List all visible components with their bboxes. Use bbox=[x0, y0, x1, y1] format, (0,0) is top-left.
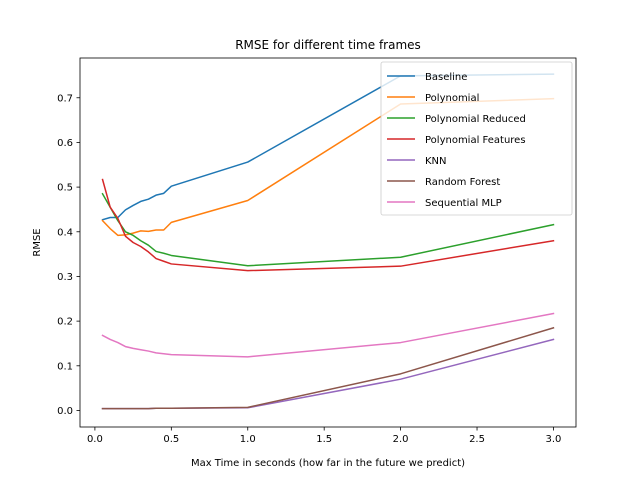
legend-label: Random Forest bbox=[425, 177, 500, 188]
legend-label: KNN bbox=[425, 156, 447, 167]
x-tick-label: 1.5 bbox=[316, 434, 332, 445]
x-axis: 0.0 0.5 1.0 1.5 2.0 2.5 3.0 bbox=[87, 427, 561, 445]
series-line-polynomial bbox=[101, 97, 555, 237]
legend-label: Baseline bbox=[425, 72, 467, 83]
x-axis-label: Max Time in seconds (how far in the futu… bbox=[191, 458, 465, 469]
series-line-sequential-mlp bbox=[101, 312, 555, 358]
x-tick-label: 3.0 bbox=[546, 434, 562, 445]
x-tick-label: 0.5 bbox=[163, 434, 179, 445]
y-tick-label: 0.1 bbox=[57, 361, 73, 372]
series-line-polynomial-features bbox=[101, 178, 555, 272]
series-line-random-forest bbox=[101, 326, 555, 410]
legend-label: Polynomial Features bbox=[425, 135, 526, 146]
y-tick-label: 0.5 bbox=[57, 183, 73, 194]
legend-label: Polynomial Reduced bbox=[425, 114, 526, 125]
y-tick-label: 0.6 bbox=[57, 138, 73, 149]
legend-label: Polynomial bbox=[425, 93, 479, 104]
legend-box bbox=[380, 61, 573, 216]
y-axis-label: RMSE bbox=[32, 228, 43, 256]
x-tick-label: 2.5 bbox=[469, 434, 485, 445]
x-tick-label: 1.0 bbox=[240, 434, 256, 445]
y-tick-label: 0.4 bbox=[57, 227, 73, 238]
y-tick-label: 0.2 bbox=[57, 317, 73, 328]
plot-area bbox=[101, 73, 555, 410]
x-tick-label: 2.0 bbox=[393, 434, 409, 445]
legend-label: Sequential MLP bbox=[425, 198, 502, 209]
y-tick-label: 0.0 bbox=[57, 406, 73, 417]
legend: Baseline Polynomial Polynomial Reduced Poly… bbox=[380, 61, 573, 216]
y-axis: 0.0 0.1 0.2 0.3 0.4 0.5 0.6 0.7 bbox=[57, 93, 80, 417]
chart-title: RMSE for different time frames bbox=[235, 38, 421, 52]
series-line-polynomial-reduced bbox=[101, 192, 555, 267]
y-tick-label: 0.3 bbox=[57, 272, 73, 283]
plot-frame bbox=[79, 57, 577, 428]
x-tick-label: 0.0 bbox=[87, 434, 103, 445]
y-tick-label: 0.7 bbox=[57, 93, 73, 104]
